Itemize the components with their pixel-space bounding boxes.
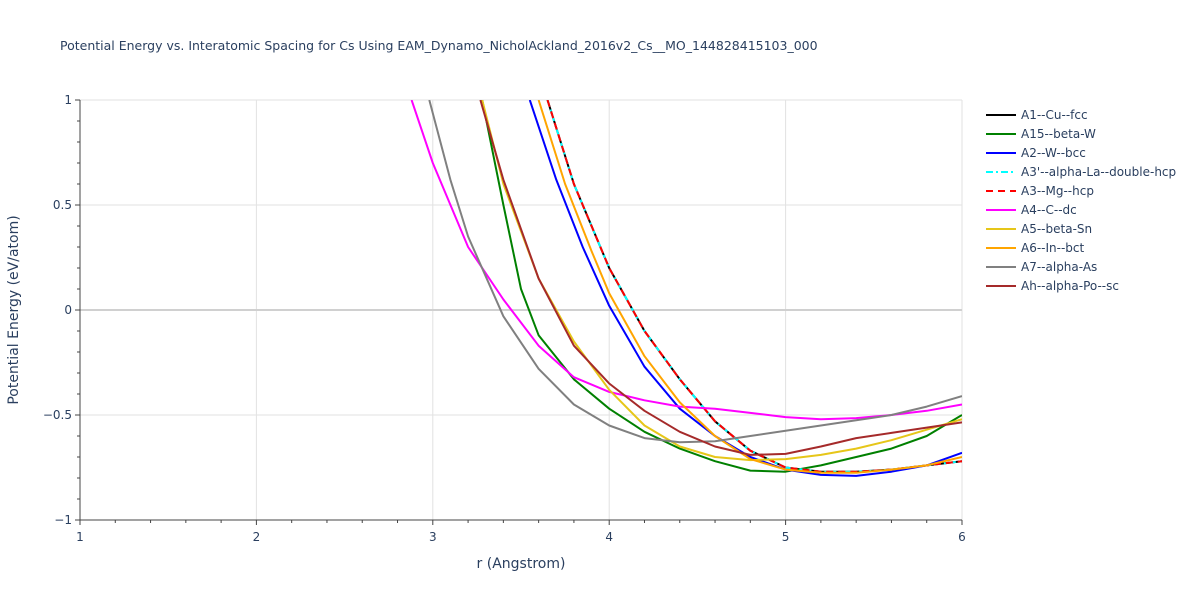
- series-line-a7-alpha-as: [428, 100, 962, 444]
- y-tick-label: −1: [54, 513, 72, 527]
- legend-item[interactable]: A4--C--dc: [986, 203, 1077, 217]
- y-tick-label: 0: [64, 303, 72, 317]
- y-axis-title: Potential Energy (eV/atom): [6, 215, 22, 404]
- x-tick-label: 5: [782, 530, 790, 544]
- x-tick-label: 6: [958, 530, 966, 544]
- y-tick-label: 0.5: [53, 198, 72, 212]
- legend-item[interactable]: A15--beta-W: [986, 127, 1096, 141]
- legend-label: A4--C--dc: [1021, 203, 1077, 217]
- legend-item[interactable]: A3'--alpha-La--double-hcp: [986, 165, 1176, 179]
- legend-label: A15--beta-W: [1021, 127, 1096, 141]
- legend-label: A2--W--bcc: [1021, 146, 1086, 160]
- legend-item[interactable]: Ah--alpha-Po--sc: [986, 279, 1119, 293]
- x-tick-label: 3: [429, 530, 437, 544]
- legend-item[interactable]: A7--alpha-As: [986, 260, 1097, 274]
- legend-item[interactable]: A2--W--bcc: [986, 146, 1086, 160]
- x-axis-title: r (Angstrom): [477, 556, 566, 572]
- series-line-ah-alpha-po-sc: [479, 100, 962, 456]
- axes: 1 2 3 4 5 6 −1 −0.5 0 0.5 1: [43, 93, 966, 544]
- series-line-a6-in-bct: [537, 100, 962, 474]
- y-tick-label: −0.5: [43, 408, 72, 422]
- series-line-a4-c-dc: [410, 100, 962, 421]
- series-line-a2-w-bcc: [528, 100, 962, 477]
- legend-item[interactable]: A6--In--bct: [986, 241, 1085, 255]
- x-tick-label: 1: [76, 530, 84, 544]
- y-tick-label: 1: [64, 93, 72, 107]
- legend-label: Ah--alpha-Po--sc: [1021, 279, 1119, 293]
- legend: A1--Cu--fcc A15--beta-W A2--W--bcc A3'--alp…: [986, 108, 1176, 293]
- legend-label: A3'--alpha-La--double-hcp: [1021, 165, 1176, 179]
- legend-label: A3--Mg--hcp: [1021, 184, 1094, 198]
- legend-label: A5--beta-Sn: [1021, 222, 1092, 236]
- legend-item[interactable]: A3--Mg--hcp: [986, 184, 1094, 198]
- series-layer: [410, 100, 962, 477]
- x-tick-label: 4: [605, 530, 613, 544]
- legend-label: A1--Cu--fcc: [1021, 108, 1088, 122]
- series-line-a15-beta-w: [481, 100, 962, 473]
- legend-item[interactable]: A1--Cu--fcc: [986, 108, 1088, 122]
- x-tick-label: 2: [253, 530, 261, 544]
- legend-label: A6--In--bct: [1021, 241, 1085, 255]
- grid: [80, 99, 963, 521]
- legend-item[interactable]: A5--beta-Sn: [986, 222, 1092, 236]
- series-line-a5-beta-sn: [481, 100, 962, 462]
- legend-label: A7--alpha-As: [1021, 260, 1097, 274]
- chart-title: Potential Energy vs. Interatomic Spacing…: [60, 38, 818, 53]
